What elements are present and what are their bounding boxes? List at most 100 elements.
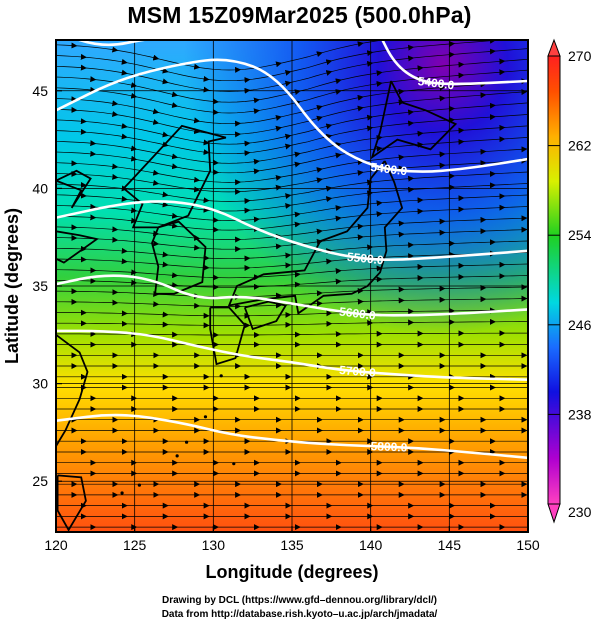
contour-label: 5700.0 (339, 363, 377, 380)
wind-arrow (398, 40, 405, 41)
wind-arrow (162, 131, 169, 138)
wind-arrow (275, 61, 282, 68)
wind-arrow (366, 50, 374, 57)
wind-arrow (171, 163, 179, 170)
coastline (151, 220, 207, 295)
y-tick-label: 40 (32, 180, 48, 196)
colorbar-tick-label: 230 (568, 504, 592, 520)
wind-arrow (193, 176, 201, 183)
wind-arrow (193, 128, 201, 135)
y-tick-label: 25 (32, 473, 48, 489)
x-tick-label: 130 (202, 537, 226, 553)
wind-arrow (335, 142, 342, 148)
colorbar-tick-label: 238 (568, 406, 592, 422)
island (184, 440, 189, 444)
y-axis-title: Latitude (degrees) (2, 208, 22, 364)
x-tick-label: 145 (438, 537, 462, 553)
wind-arrow (275, 174, 282, 181)
wind-arrow (376, 145, 383, 152)
coastline (123, 124, 227, 229)
island (232, 462, 236, 466)
wind-arrow (130, 207, 138, 214)
wind-arrow (152, 240, 160, 247)
wind-arrow (357, 105, 364, 112)
contour-label: 5600.0 (338, 304, 376, 322)
contour-line (56, 200, 528, 261)
wind-arrow (253, 158, 260, 165)
wind-arrow (152, 54, 160, 61)
colorbar-ticks: 230 238 246 254 262 270 (548, 48, 592, 520)
wind-arrow (152, 169, 160, 176)
y-axis: 25 30 35 40 45 (32, 83, 62, 489)
grid-lines (56, 40, 528, 532)
wind-arrow (171, 91, 179, 98)
plot-area: 5400.0 5400.0 5500.0 5600.0 5700.0 5800.0 (56, 40, 528, 532)
wind-arrow (325, 123, 333, 130)
island (203, 415, 208, 419)
wind-arrow (275, 115, 282, 121)
wind-arrow (111, 100, 119, 107)
coastlines (56, 80, 458, 532)
island (219, 374, 223, 378)
coastline (56, 474, 87, 532)
wind-arrow (316, 177, 323, 184)
island (175, 454, 179, 458)
wind-arrow (335, 205, 342, 211)
contour-label: 5800.0 (370, 439, 408, 455)
wind-arrow (112, 163, 119, 170)
wind-arrow (316, 167, 323, 173)
wind-arrow (171, 212, 179, 219)
wind-arrow (112, 173, 119, 180)
wind-arrow (162, 67, 169, 74)
wind-arrow (316, 228, 323, 235)
x-axis: 120 125 130 135 140 145 150 (44, 526, 540, 553)
colorbar: 230 238 246 254 262 270 (547, 38, 592, 524)
wind-arrow (152, 179, 160, 186)
wind-arrow (335, 215, 342, 222)
wind-arrow (111, 46, 119, 53)
wind-arrow (121, 69, 128, 76)
wind-arrow (121, 195, 128, 202)
credit-drawing: Drawing by DCL (https://www.gfd–dennou.o… (161, 595, 437, 606)
contour-line (56, 329, 528, 382)
wind-arrow (335, 78, 342, 85)
wind-arrow (325, 196, 333, 203)
contour-line (56, 58, 528, 173)
wind-arrow (284, 80, 292, 87)
x-tick-label: 140 (359, 537, 383, 553)
wind-arrow (203, 75, 210, 82)
wind-arrow (376, 70, 383, 77)
wind-arrow (111, 111, 119, 117)
coastline (56, 334, 89, 447)
wind-arrow (398, 88, 405, 95)
contour-label: 5400.0 (417, 74, 455, 92)
y-tick-label: 45 (32, 83, 48, 99)
wind-arrow (203, 86, 210, 93)
wind-arrow (294, 221, 301, 228)
wind-arrow (325, 133, 333, 140)
coastline (243, 300, 288, 331)
x-tick-label: 125 (123, 537, 147, 553)
wind-arrow (152, 108, 160, 115)
contour-line (56, 274, 528, 317)
wind-arrow (294, 89, 301, 96)
x-axis-title: Longitude (degrees) (205, 562, 378, 582)
coastline (56, 230, 100, 264)
x-tick-label: 120 (44, 537, 68, 553)
contour-label: 5400.0 (370, 160, 408, 178)
wind-arrow (162, 191, 169, 198)
wind-arrow (152, 119, 160, 125)
wind-arrow (285, 202, 292, 209)
island (120, 491, 124, 495)
wind-arrow (357, 41, 364, 48)
colorbar-tick-label: 262 (568, 138, 592, 154)
contour-line (381, 40, 528, 86)
wind-arrow (284, 133, 292, 140)
wind-arrow (193, 117, 201, 124)
wind-arrow (171, 102, 179, 108)
wind-arrow (325, 70, 333, 76)
x-tick-label: 135 (280, 537, 304, 553)
wind-arrow (285, 193, 292, 200)
wind-arrow (316, 115, 323, 122)
